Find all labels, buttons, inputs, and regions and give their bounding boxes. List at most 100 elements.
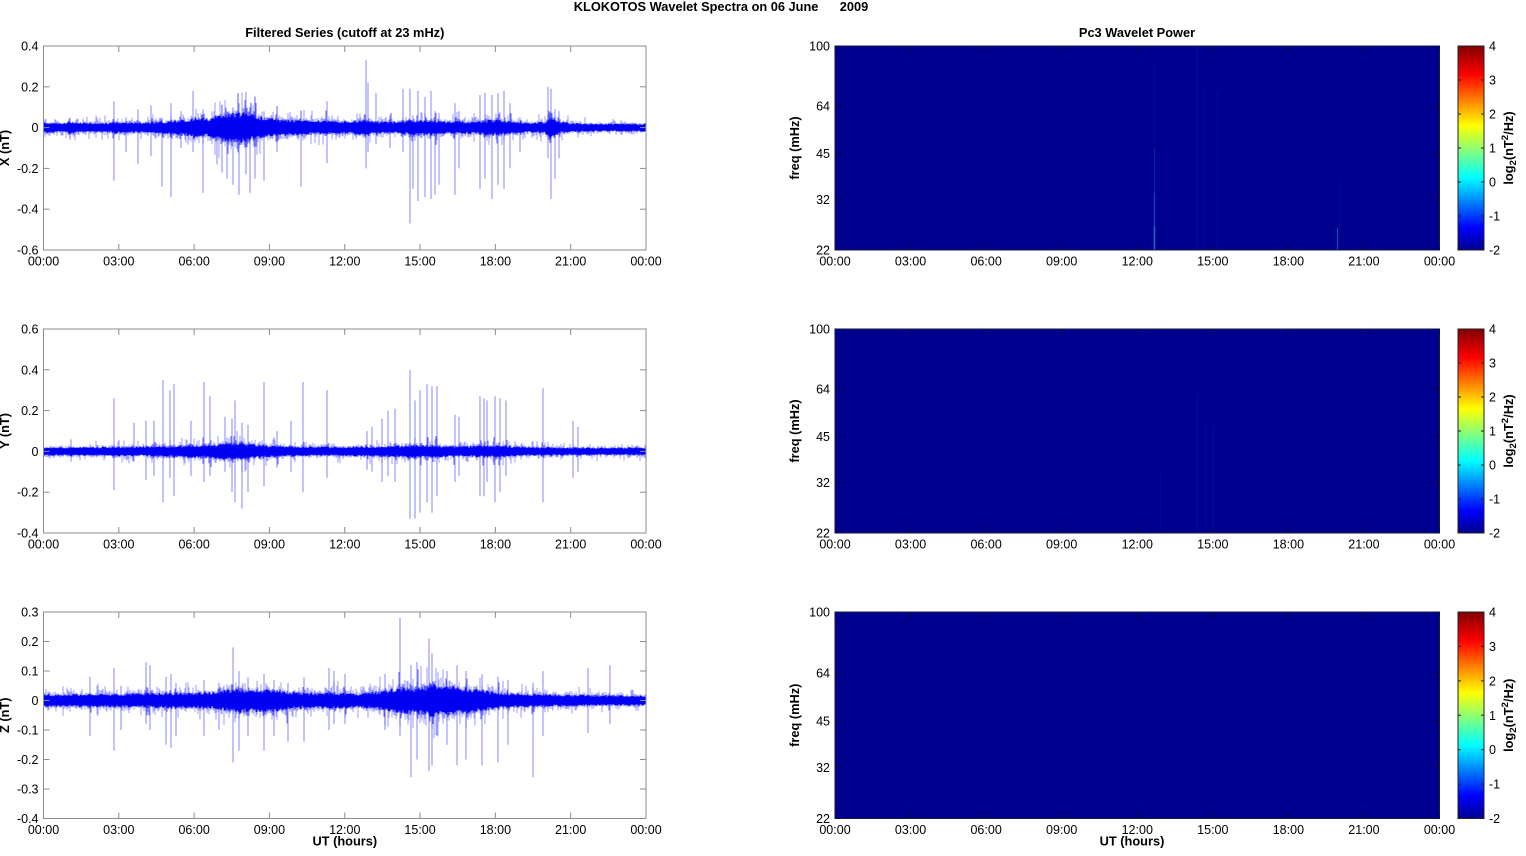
- svg-text:0.3: 0.3: [21, 606, 38, 620]
- svg-text:2: 2: [1489, 674, 1496, 688]
- svg-text:4: 4: [1489, 323, 1496, 337]
- svg-text:18:00: 18:00: [1273, 823, 1304, 837]
- svg-text:1: 1: [1489, 709, 1496, 723]
- svg-text:00:00: 00:00: [28, 823, 59, 837]
- svg-text:32: 32: [816, 476, 830, 490]
- svg-text:100: 100: [809, 40, 830, 54]
- svg-text:-0.2: -0.2: [17, 486, 39, 500]
- svg-text:X (nT): X (nT): [0, 130, 12, 166]
- svg-text:log2(nT2/Hz): log2(nT2/Hz): [1500, 679, 1519, 752]
- svg-text:0.4: 0.4: [21, 363, 38, 377]
- svg-text:03:00: 03:00: [895, 255, 926, 269]
- svg-text:03:00: 03:00: [103, 538, 134, 552]
- svg-text:1: 1: [1489, 425, 1496, 439]
- svg-text:0.2: 0.2: [21, 635, 38, 649]
- svg-text:15:00: 15:00: [404, 255, 435, 269]
- svg-text:09:00: 09:00: [1046, 255, 1077, 269]
- svg-text:4: 4: [1489, 606, 1496, 620]
- svg-text:32: 32: [816, 761, 830, 775]
- svg-text:22: 22: [816, 812, 830, 826]
- svg-text:00:00: 00:00: [819, 823, 850, 837]
- svg-text:log2(nT2/Hz): log2(nT2/Hz): [1500, 111, 1519, 184]
- svg-text:-0.1: -0.1: [17, 724, 39, 738]
- svg-text:2: 2: [1489, 391, 1496, 405]
- svg-text:22: 22: [816, 527, 830, 541]
- svg-text:09:00: 09:00: [254, 823, 285, 837]
- svg-text:0: 0: [1489, 743, 1496, 757]
- svg-text:06:00: 06:00: [970, 538, 1001, 552]
- svg-text:12:00: 12:00: [329, 823, 360, 837]
- svg-text:-1: -1: [1489, 493, 1500, 507]
- svg-text:21:00: 21:00: [555, 255, 586, 269]
- svg-text:64: 64: [816, 100, 830, 114]
- svg-text:15:00: 15:00: [1197, 538, 1228, 552]
- svg-text:Pc3 Wavelet Power: Pc3 Wavelet Power: [1079, 25, 1195, 40]
- svg-text:06:00: 06:00: [178, 823, 209, 837]
- svg-text:-0.4: -0.4: [17, 527, 39, 541]
- svg-text:09:00: 09:00: [1046, 538, 1077, 552]
- svg-text:00:00: 00:00: [1424, 255, 1455, 269]
- svg-text:0.6: 0.6: [21, 323, 38, 337]
- svg-text:log2(nT2/Hz): log2(nT2/Hz): [1500, 394, 1519, 467]
- svg-text:64: 64: [816, 383, 830, 397]
- svg-text:-0.4: -0.4: [17, 812, 39, 826]
- svg-text:00:00: 00:00: [28, 538, 59, 552]
- svg-text:0: 0: [1489, 176, 1496, 190]
- svg-text:09:00: 09:00: [254, 255, 285, 269]
- svg-text:UT (hours): UT (hours): [1100, 834, 1165, 849]
- svg-text:-2: -2: [1489, 527, 1500, 541]
- svg-text:3: 3: [1489, 640, 1496, 654]
- svg-text:-1: -1: [1489, 210, 1500, 224]
- svg-text:-0.6: -0.6: [17, 244, 39, 258]
- svg-text:12:00: 12:00: [1122, 255, 1153, 269]
- svg-text:freq (mHz): freq (mHz): [787, 116, 802, 179]
- svg-text:45: 45: [816, 147, 830, 161]
- svg-text:09:00: 09:00: [254, 538, 285, 552]
- svg-text:0: 0: [32, 445, 39, 459]
- svg-text:100: 100: [809, 606, 830, 620]
- svg-text:18:00: 18:00: [480, 823, 511, 837]
- svg-text:-2: -2: [1489, 244, 1500, 258]
- svg-text:00:00: 00:00: [630, 538, 661, 552]
- svg-text:21:00: 21:00: [1348, 538, 1379, 552]
- svg-text:06:00: 06:00: [178, 255, 209, 269]
- svg-text:4: 4: [1489, 40, 1496, 54]
- svg-text:03:00: 03:00: [103, 823, 134, 837]
- svg-text:freq (mHz): freq (mHz): [787, 684, 802, 747]
- svg-text:-1: -1: [1489, 778, 1500, 792]
- svg-text:18:00: 18:00: [480, 255, 511, 269]
- svg-text:18:00: 18:00: [1273, 538, 1304, 552]
- svg-text:2: 2: [1489, 108, 1496, 122]
- svg-text:03:00: 03:00: [895, 538, 926, 552]
- svg-text:06:00: 06:00: [970, 255, 1001, 269]
- svg-text:0.2: 0.2: [21, 80, 38, 94]
- svg-text:Z (nT): Z (nT): [0, 697, 12, 733]
- svg-text:0: 0: [1489, 459, 1496, 473]
- svg-text:12:00: 12:00: [329, 255, 360, 269]
- svg-text:-0.2: -0.2: [17, 162, 39, 176]
- svg-text:3: 3: [1489, 74, 1496, 88]
- svg-text:21:00: 21:00: [555, 823, 586, 837]
- svg-text:0: 0: [32, 121, 39, 135]
- svg-text:12:00: 12:00: [329, 538, 360, 552]
- svg-text:0.2: 0.2: [21, 404, 38, 418]
- svg-text:00:00: 00:00: [630, 823, 661, 837]
- svg-text:45: 45: [816, 430, 830, 444]
- svg-text:0.4: 0.4: [21, 40, 38, 54]
- svg-text:18:00: 18:00: [480, 538, 511, 552]
- svg-text:03:00: 03:00: [103, 255, 134, 269]
- svg-text:KLOKOTOS Wavelet Spectra on 06: KLOKOTOS Wavelet Spectra on 06 June 2009: [574, 0, 868, 14]
- svg-text:Y (nT): Y (nT): [0, 413, 12, 449]
- svg-text:0: 0: [32, 694, 39, 708]
- svg-text:freq (mHz): freq (mHz): [787, 399, 802, 462]
- svg-text:00:00: 00:00: [1424, 823, 1455, 837]
- svg-text:21:00: 21:00: [555, 538, 586, 552]
- svg-text:21:00: 21:00: [1348, 823, 1379, 837]
- svg-text:15:00: 15:00: [1197, 823, 1228, 837]
- svg-text:00:00: 00:00: [819, 538, 850, 552]
- svg-text:Filtered Series (cutoff at 23: Filtered Series (cutoff at 23 mHz): [245, 25, 444, 40]
- svg-text:100: 100: [809, 323, 830, 337]
- svg-text:09:00: 09:00: [1046, 823, 1077, 837]
- svg-text:1: 1: [1489, 142, 1496, 156]
- svg-text:UT (hours): UT (hours): [312, 834, 377, 849]
